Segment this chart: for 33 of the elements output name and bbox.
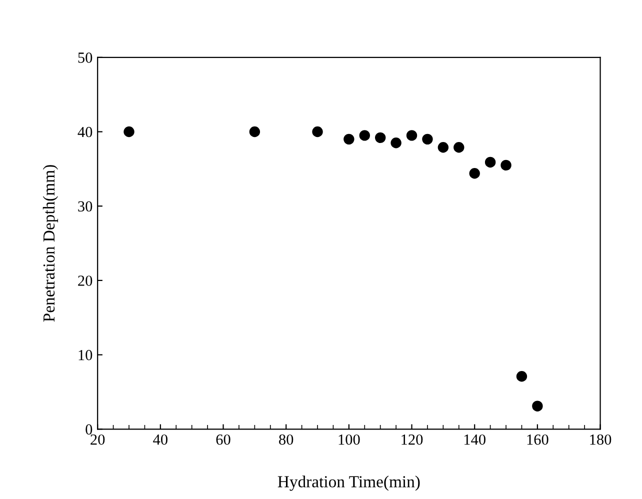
x-tick-label: 20: [90, 434, 105, 445]
point: [406, 130, 418, 141]
point: [249, 126, 260, 138]
point: [438, 142, 449, 153]
x-tick-label: 140: [464, 434, 486, 445]
x-tick-label: 160: [527, 434, 548, 445]
y-tick-label: 50: [78, 52, 92, 63]
x-tick-label: 100: [338, 434, 360, 445]
y-tick-label: 0: [86, 424, 92, 435]
x-tick-label: 80: [279, 434, 294, 445]
point: [516, 371, 528, 382]
point: [390, 138, 402, 148]
point: [454, 142, 464, 153]
y-tick-label: 10: [78, 350, 92, 360]
x-axis-title: Hydration Time(min): [278, 476, 420, 491]
x-tick-label: 40: [153, 434, 168, 445]
y-tick-label: 20: [78, 276, 92, 286]
y-axis-title: Penetration Depth(mm): [42, 165, 58, 322]
x-tick-label: 180: [590, 434, 612, 445]
y-tick-label: 30: [78, 201, 92, 212]
point: [422, 134, 433, 145]
x-tick-label: 120: [402, 434, 423, 445]
point: [374, 132, 386, 144]
point: [359, 130, 370, 141]
point: [484, 156, 496, 168]
point: [532, 400, 543, 412]
point: [469, 168, 480, 179]
point: [344, 134, 354, 145]
point: [124, 126, 134, 138]
point: [500, 160, 512, 171]
x-tick-label: 60: [216, 434, 230, 445]
point: [312, 126, 323, 138]
y-tick-label: 40: [78, 126, 92, 138]
